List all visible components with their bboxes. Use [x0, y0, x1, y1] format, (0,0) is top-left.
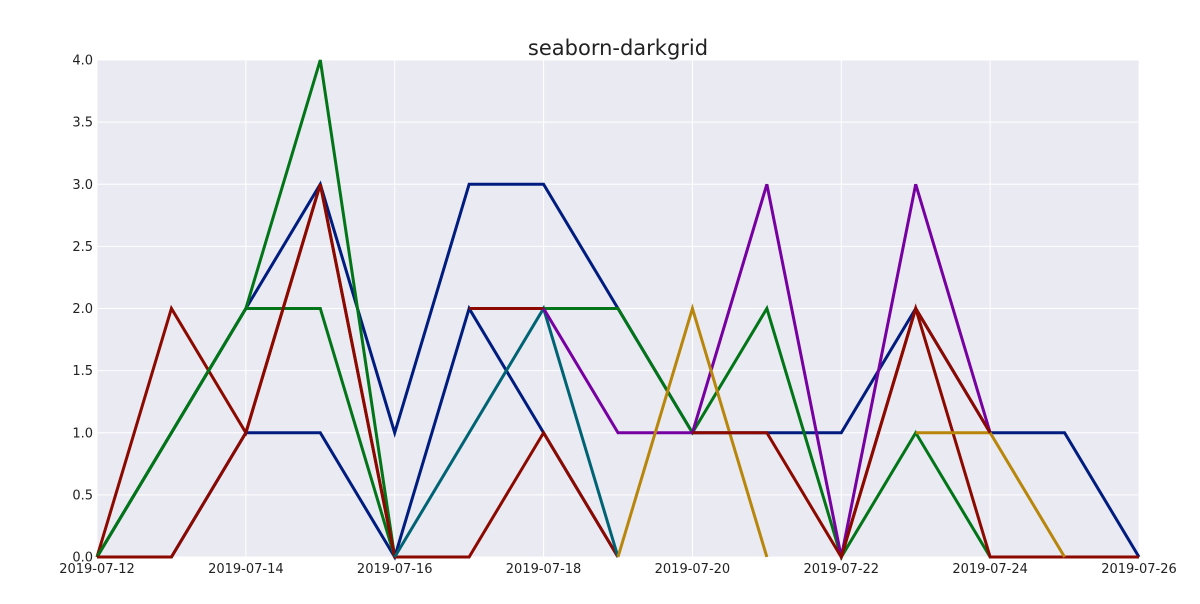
- y-tick-label: 1.5: [72, 364, 93, 379]
- x-tick-label: 2019-07-18: [506, 562, 582, 577]
- y-tick-label: 3.5: [72, 116, 93, 131]
- x-tick-label: 2019-07-16: [357, 562, 433, 577]
- y-tick-label: 0.0: [72, 551, 93, 566]
- series-line-7: [393, 304, 620, 558]
- y-tick-label: 0.5: [72, 488, 93, 503]
- series-line-10: [542, 183, 992, 558]
- y-tick-label: 2.5: [72, 240, 93, 255]
- series-line-11: [616, 303, 769, 558]
- y-tick-label: 2.0: [72, 302, 93, 317]
- series-line-6: [97, 183, 620, 559]
- x-tick-label: 2019-07-26: [1101, 562, 1177, 577]
- x-tick-label: 2019-07-12: [59, 562, 135, 577]
- chart-title: seaborn-darkgrid: [528, 36, 708, 60]
- series-line-14: [839, 304, 992, 558]
- x-tick-label: 2019-07-20: [655, 562, 731, 577]
- series-lines: [95, 59, 1141, 561]
- x-axis-ticks: 2019-07-12 2019-07-14 2019-07-16 2019-07-18…: [59, 562, 1177, 577]
- x-tick-label: 2019-07-24: [952, 562, 1028, 577]
- series-line-5: [95, 307, 397, 558]
- y-tick-label: 3.0: [72, 178, 93, 193]
- x-tick-label: 2019-07-22: [804, 562, 880, 577]
- y-tick-label: 1.0: [72, 426, 93, 441]
- x-tick-label: 2019-07-14: [208, 562, 284, 577]
- y-tick-label: 4.0: [72, 54, 93, 69]
- y-axis-ticks: 0.0 0.5 1.0 1.5 2.0 2.5 3.0 3.5 4.0: [72, 54, 93, 566]
